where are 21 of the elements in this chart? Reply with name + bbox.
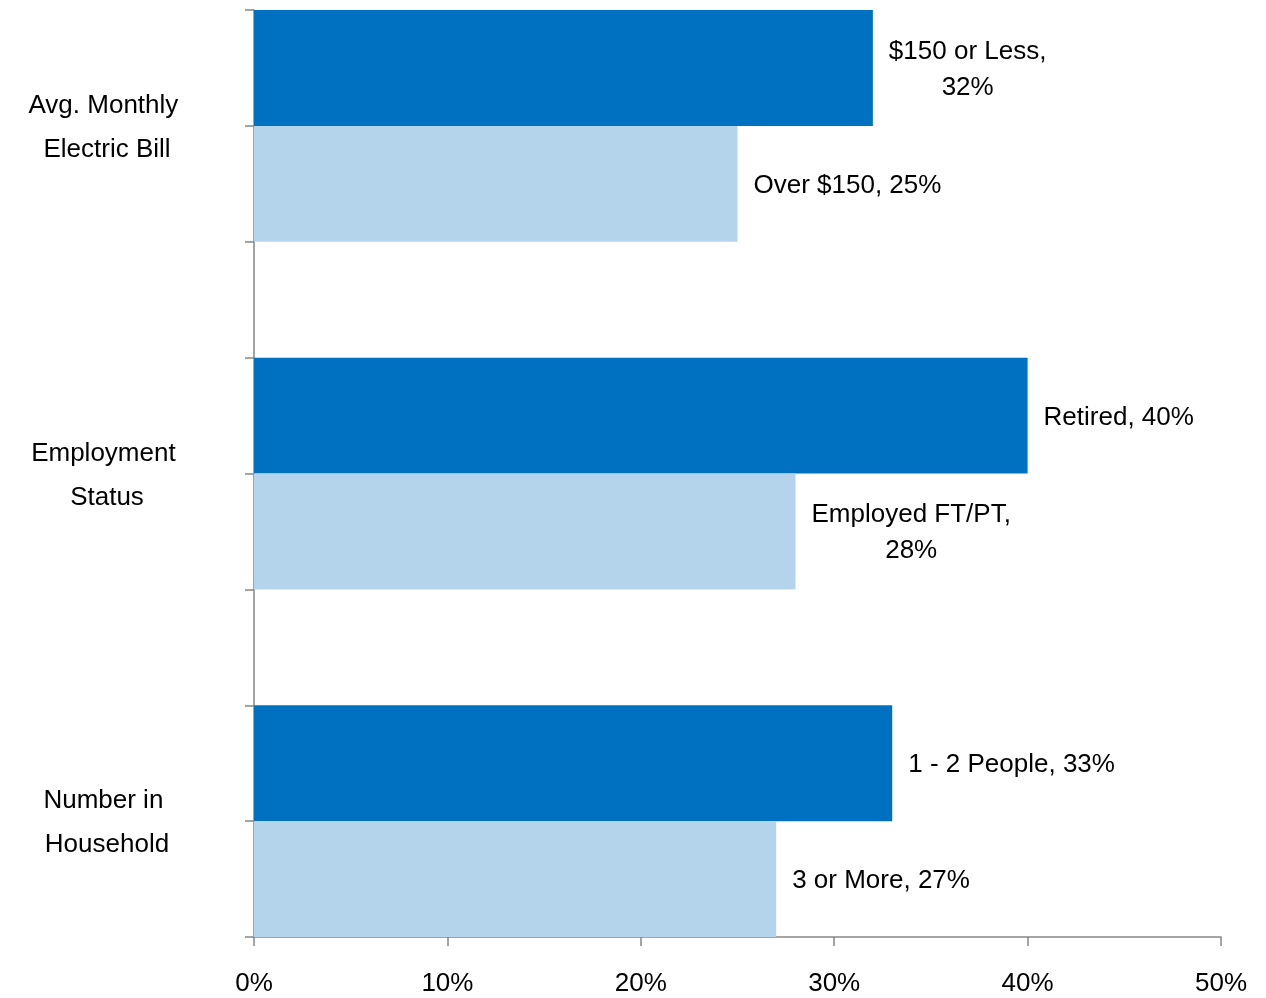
bar: [254, 125, 738, 242]
y-tick-label: Avg. Monthly Electric Bill: [28, 88, 186, 163]
data-label: 1 - 2 People, 33%: [908, 748, 1115, 779]
bar: [254, 821, 777, 937]
data-label: Employed FT/PT, 28%: [811, 498, 1011, 565]
x-tick-label: 50%: [1194, 967, 1248, 997]
x-tick-label: 20%: [614, 967, 667, 997]
y-tick-label: Employment Status: [31, 436, 183, 511]
y-tick-label: Number in Household: [43, 784, 171, 859]
x-tick-label: 40%: [1001, 967, 1054, 997]
x-tick-label: 10%: [421, 967, 474, 997]
x-tick-label: 0%: [235, 967, 273, 997]
bar: [254, 10, 873, 126]
bar: [254, 705, 893, 822]
data-label: Over $150, 25%: [753, 168, 942, 199]
x-tick-label: 30%: [808, 967, 861, 997]
data-label: Retired, 40%: [1043, 400, 1194, 431]
bar: [254, 473, 796, 590]
data-label: $150 or Less, 32%: [888, 34, 1047, 101]
data-label: 3 or More, 27%: [792, 864, 970, 895]
bar: [254, 357, 1028, 474]
